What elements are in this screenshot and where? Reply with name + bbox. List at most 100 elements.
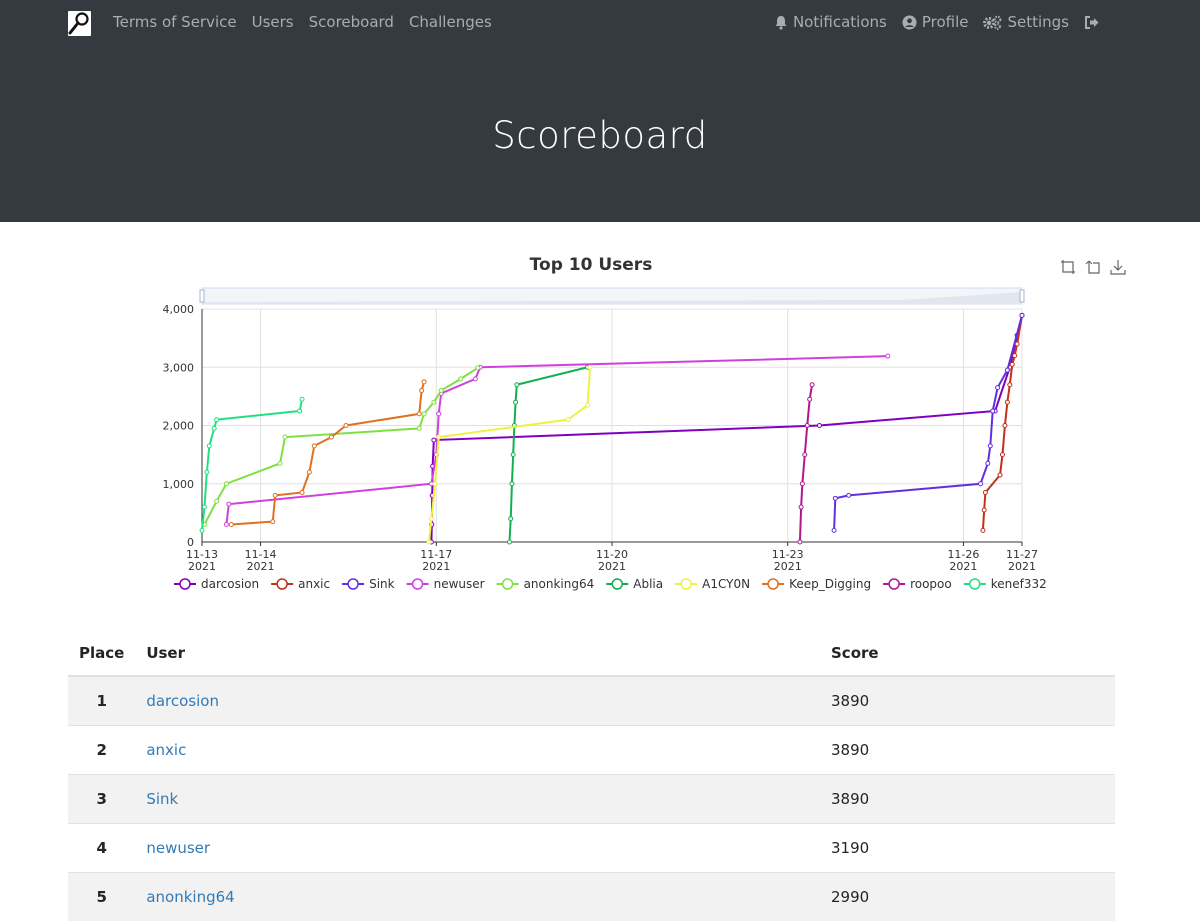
download-icon[interactable] — [1110, 259, 1126, 275]
nav-challenges[interactable]: Challenges — [409, 13, 492, 31]
y-tick-label: 3,000 — [163, 361, 195, 374]
chart-toolbox — [1060, 259, 1126, 275]
table-row: 3 Sink 3890 — [68, 775, 1115, 824]
data-point — [810, 383, 814, 387]
nav-profile[interactable]: Profile — [902, 13, 969, 31]
legend-marker — [612, 579, 622, 589]
legend-item[interactable]: newuser — [407, 577, 485, 591]
legend-marker — [413, 579, 423, 589]
data-point — [1000, 453, 1004, 457]
data-point — [1020, 313, 1024, 317]
data-point — [1008, 383, 1012, 387]
chart-title: Top 10 Users — [0, 255, 1182, 275]
data-point — [982, 508, 986, 512]
data-point — [224, 482, 228, 486]
row-score: 3890 — [820, 676, 1115, 726]
data-point — [200, 528, 204, 532]
legend-label: darcosion — [201, 577, 259, 591]
zoom-icon[interactable] — [1060, 259, 1076, 275]
data-point — [283, 435, 287, 439]
x-tick-year: 2021 — [422, 560, 450, 573]
data-point — [215, 418, 219, 422]
data-point — [422, 380, 426, 384]
legend-item[interactable]: A1CY0N — [675, 577, 750, 591]
data-point — [803, 453, 807, 457]
series-kenef332 — [200, 397, 304, 532]
row-place: 4 — [68, 824, 135, 873]
data-point — [833, 496, 837, 500]
legend-label: Keep_Digging — [789, 577, 871, 591]
gears-icon — [983, 15, 1002, 30]
data-point — [417, 412, 421, 416]
table-row: 5 anonking64 2990 — [68, 873, 1115, 921]
data-point — [273, 493, 277, 497]
legend-item[interactable]: roopoo — [883, 577, 952, 591]
data-point — [278, 461, 282, 465]
legend-item[interactable]: darcosion — [174, 577, 259, 591]
row-user-link[interactable]: darcosion — [146, 692, 219, 710]
page-title: Scoreboard — [0, 114, 1200, 157]
magnifier-logo-icon[interactable] — [68, 11, 91, 36]
data-point — [832, 528, 836, 532]
data-point — [998, 473, 1002, 477]
y-tick-label: 2,000 — [163, 420, 195, 433]
data-point — [329, 435, 333, 439]
header-place: Place — [68, 630, 135, 676]
row-place: 1 — [68, 676, 135, 726]
page-header: Scoreboard — [0, 46, 1200, 222]
data-point — [439, 389, 443, 393]
data-point — [437, 412, 441, 416]
chart-zoom-slider — [200, 288, 1024, 304]
data-point — [427, 540, 431, 544]
nav-scoreboard[interactable]: Scoreboard — [309, 13, 394, 31]
legend-label: anonking64 — [524, 577, 595, 591]
data-point — [986, 461, 990, 465]
data-point — [799, 505, 803, 509]
data-point — [312, 444, 316, 448]
data-point — [817, 424, 821, 428]
data-point — [566, 418, 570, 422]
data-point — [473, 377, 477, 381]
nav-terms-of-service[interactable]: Terms of Service — [113, 13, 237, 31]
legend-item[interactable]: anonking64 — [497, 577, 595, 591]
data-point — [805, 424, 809, 428]
row-user-link[interactable]: anonking64 — [146, 888, 234, 906]
data-point — [476, 366, 480, 370]
legend-item[interactable]: Ablia — [606, 577, 663, 591]
data-point — [207, 444, 211, 448]
x-tick-year: 2021 — [774, 560, 802, 573]
row-user-link[interactable]: newuser — [146, 839, 210, 857]
data-point — [422, 412, 426, 416]
scoreboard-table: Place User Score 1 darcosion 3890 2 anxi… — [68, 630, 1115, 921]
legend-item[interactable]: Sink — [342, 577, 395, 591]
data-point — [981, 528, 985, 532]
legend-item[interactable]: Keep_Digging — [762, 577, 871, 591]
series-roopoo — [798, 383, 814, 544]
series-line — [431, 315, 1022, 542]
series-anxic — [981, 313, 1024, 532]
nav-notifications[interactable]: Notifications — [774, 13, 887, 31]
legend-marker — [970, 579, 980, 589]
row-user-link[interactable]: anxic — [146, 741, 186, 759]
user-circle-icon — [902, 15, 917, 30]
series-line — [800, 385, 812, 542]
data-point — [988, 444, 992, 448]
data-point — [808, 397, 812, 401]
table-row: 2 anxic 3890 — [68, 726, 1115, 775]
row-user-link[interactable]: Sink — [146, 790, 178, 808]
data-point — [798, 540, 802, 544]
data-point — [1003, 424, 1007, 428]
nav-user-links: Notifications Profile Settings — [774, 13, 1100, 31]
nav-users[interactable]: Users — [252, 13, 294, 31]
nav-settings[interactable]: Settings — [983, 13, 1069, 31]
row-score: 3890 — [820, 726, 1115, 775]
table-row: 1 darcosion 3890 — [68, 676, 1115, 726]
zoom-reset-icon[interactable] — [1085, 259, 1101, 275]
nav-profile-label: Profile — [922, 13, 969, 31]
legend-item[interactable]: anxic — [271, 577, 330, 591]
nav-logout[interactable] — [1084, 15, 1100, 30]
row-score: 3190 — [820, 824, 1115, 873]
legend-item[interactable]: kenef332 — [964, 577, 1047, 591]
data-point — [511, 453, 515, 457]
